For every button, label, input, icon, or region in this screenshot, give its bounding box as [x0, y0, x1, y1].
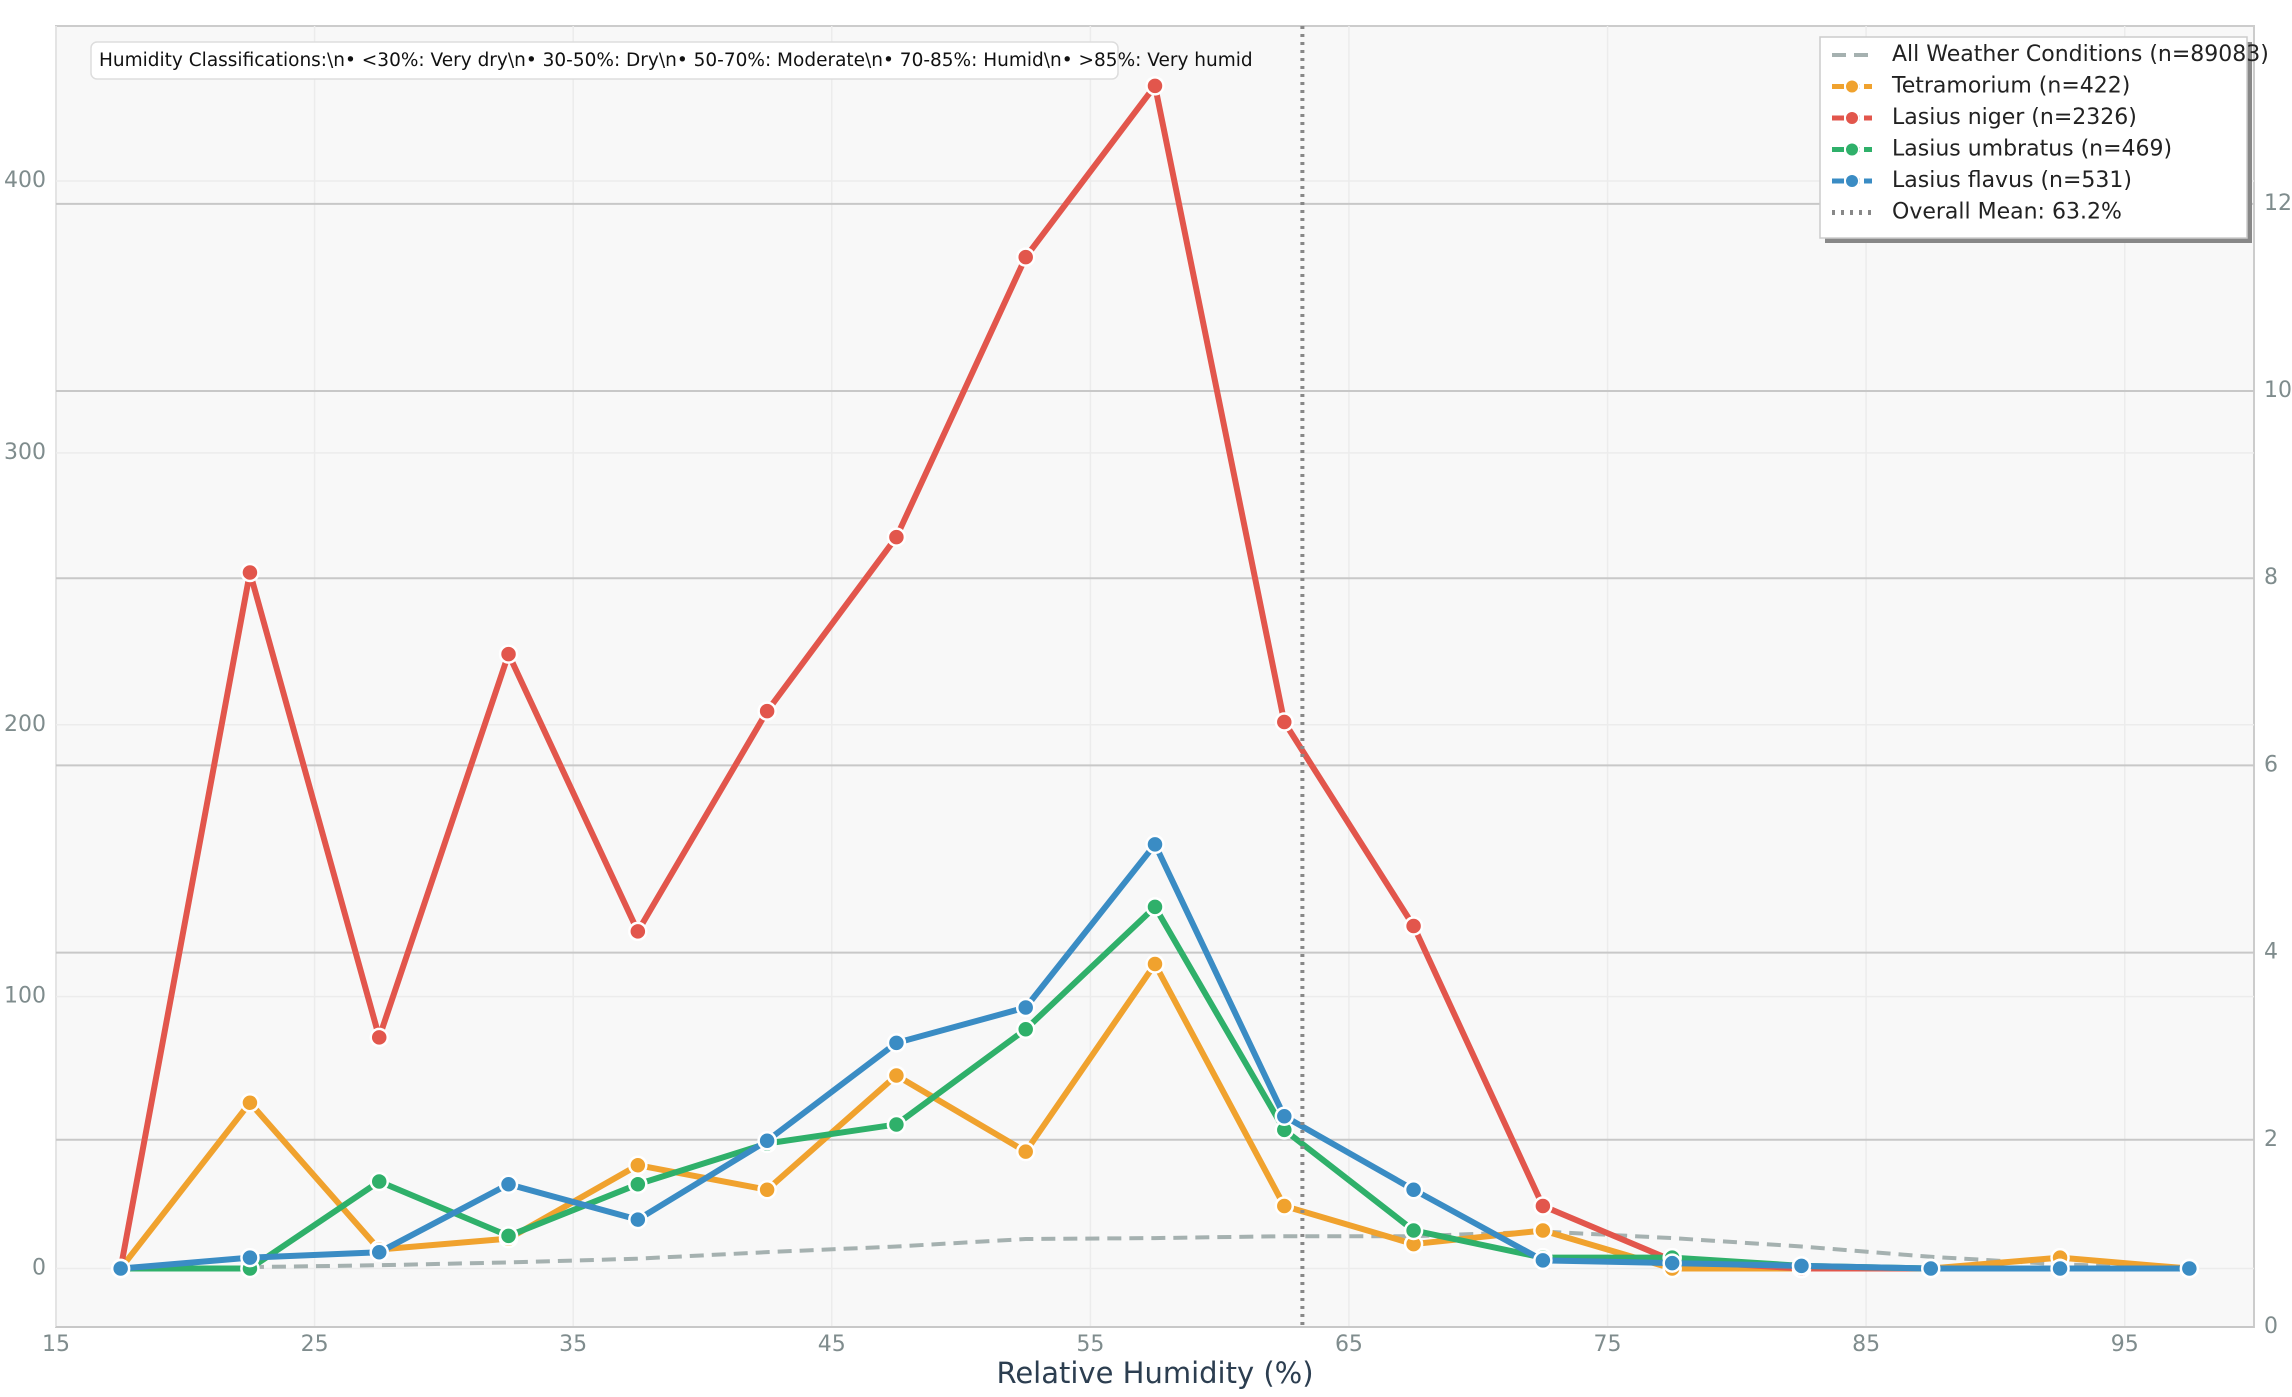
data-point — [628, 921, 648, 942]
data-point — [886, 1114, 907, 1135]
y2-tick-label: 4 — [2264, 940, 2278, 965]
legend-label: Tetramorium (n=422) — [1891, 74, 2130, 99]
data-point — [1145, 897, 1165, 917]
data-point — [757, 701, 777, 721]
annotation: Humidity Classifications:\n• <30%: Very … — [99, 50, 1253, 71]
x-tick-label: 35 — [559, 1332, 587, 1357]
data-point — [1791, 1256, 1812, 1276]
legend-marker — [1844, 173, 1860, 189]
y2-tick-label: 12 — [2264, 191, 2292, 216]
data-point — [1015, 1141, 1036, 1162]
data-point — [1274, 1196, 1295, 1216]
data-point — [2050, 1258, 2070, 1279]
x-tick-label: 45 — [818, 1332, 846, 1357]
data-point — [628, 1209, 648, 1230]
data-point — [240, 1092, 260, 1113]
legend-label: Lasius niger (n=2326) — [1892, 105, 2137, 130]
data-point — [240, 1247, 260, 1268]
y-tick-label: 200 — [4, 712, 46, 737]
data-point — [1145, 834, 1165, 855]
data-point — [110, 1258, 131, 1279]
y2-tick-label: 0 — [2264, 1314, 2278, 1339]
x-tick-label: 75 — [1594, 1332, 1622, 1357]
data-point — [369, 1027, 389, 1048]
legend-marker — [1844, 141, 1860, 158]
y2-tick-label: 10 — [2264, 378, 2292, 403]
data-point — [1403, 1179, 1424, 1200]
x-tick-label: 15 — [42, 1332, 70, 1357]
y2-tick-label: 2 — [2264, 1127, 2278, 1152]
y-tick-label: 100 — [4, 984, 46, 1009]
data-point — [1145, 954, 1165, 974]
data-point — [1533, 1220, 1553, 1241]
legend-marker — [1844, 110, 1860, 126]
y-tick-label: 400 — [4, 168, 46, 193]
data-point — [1274, 712, 1295, 732]
data-point — [757, 1131, 777, 1151]
data-point — [240, 562, 260, 583]
data-point — [1403, 916, 1424, 936]
data-point — [886, 1065, 907, 1086]
legend-label: Lasius umbratus (n=469) — [1892, 137, 2172, 162]
x-tick-label: 25 — [301, 1332, 329, 1357]
data-point — [2179, 1258, 2200, 1279]
series-line — [249, 1229, 2190, 1271]
data-point — [757, 1179, 777, 1200]
data-point — [886, 1033, 907, 1053]
data-point — [628, 1155, 648, 1175]
data-point — [1403, 1220, 1424, 1241]
legend-box — [1819, 36, 2248, 239]
data-point — [1145, 76, 1165, 96]
data-point — [1662, 1253, 1682, 1273]
y-tick-label: 0 — [32, 1256, 46, 1281]
legend-label: Overall Mean: 63.2% — [1892, 200, 2122, 225]
data-point — [1015, 247, 1036, 267]
data-point — [1274, 1106, 1295, 1127]
data-point — [628, 1174, 648, 1195]
x-tick-label: 85 — [1852, 1332, 1880, 1357]
data-point — [1533, 1196, 1553, 1216]
legend-label: All Weather Conditions (n=89083) — [1892, 42, 2269, 67]
x-tick-label: 55 — [1076, 1332, 1104, 1357]
data-point — [1533, 1250, 1553, 1271]
data-point — [1015, 997, 1036, 1018]
data-point — [1921, 1258, 1941, 1279]
data-point — [498, 1226, 519, 1246]
x-tick-label: 65 — [1335, 1332, 1363, 1357]
data-point — [498, 1174, 519, 1195]
y2-tick-label: 8 — [2264, 565, 2278, 590]
legend-label: Lasius flavus (n=531) — [1892, 168, 2132, 193]
y-tick-label: 300 — [4, 440, 46, 465]
legend-marker — [1844, 78, 1860, 95]
data-point — [369, 1242, 389, 1262]
y2-tick-label: 6 — [2264, 752, 2278, 777]
data-point — [886, 527, 907, 547]
x-tick-label: 95 — [2111, 1332, 2139, 1357]
data-point — [1015, 1019, 1036, 1040]
annotation-box — [90, 41, 1119, 80]
data-point — [369, 1171, 389, 1192]
data-point — [498, 644, 519, 664]
x-axis-label: Relative Humidity (%) — [996, 1356, 1313, 1390]
